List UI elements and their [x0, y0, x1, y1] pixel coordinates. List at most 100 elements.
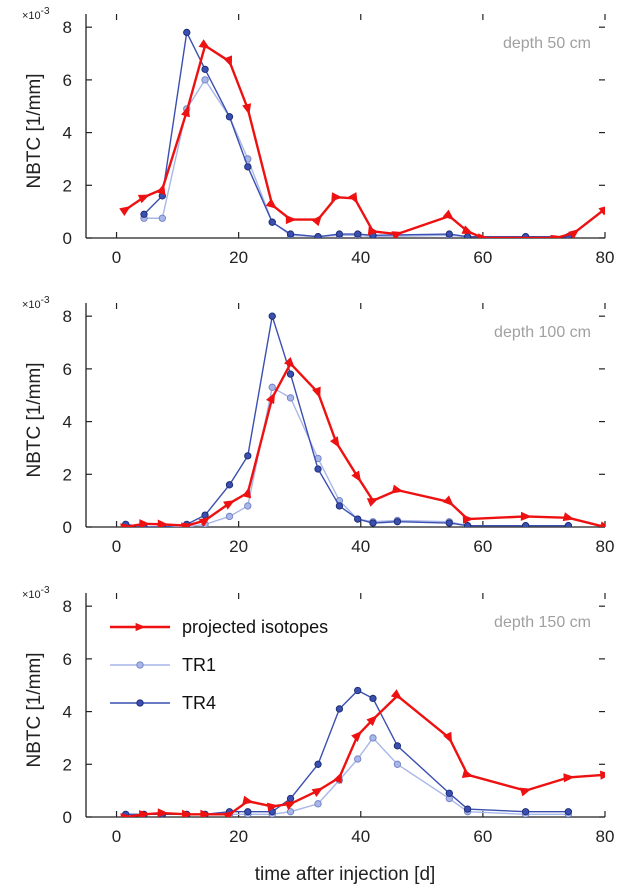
data-point — [157, 519, 169, 527]
data-point — [461, 769, 474, 779]
data-point — [242, 103, 252, 115]
x-tick-label: 60 — [473, 827, 492, 846]
data-point — [391, 231, 404, 238]
series-line — [125, 362, 605, 527]
x-tick-label: 80 — [596, 537, 615, 556]
x-tick-label: 80 — [596, 248, 615, 267]
legend-label: TR4 — [182, 693, 216, 713]
series-tr4 — [140, 28, 573, 238]
series-tr4 — [122, 312, 573, 527]
depth-annotation: depth 50 cm — [503, 35, 591, 52]
data-point — [329, 436, 340, 449]
x-tick-label: 20 — [229, 537, 248, 556]
data-point — [354, 230, 362, 238]
data-point — [182, 809, 194, 817]
data-point — [567, 228, 580, 238]
data-point — [181, 105, 190, 118]
data-point — [369, 734, 377, 742]
y-tick-label: 2 — [63, 465, 72, 484]
legend-marker — [136, 661, 144, 669]
y-axis-label: NBTC [1/mm] — [24, 652, 45, 767]
data-point — [225, 512, 234, 521]
y-scale-factor: ×10-3 — [22, 585, 50, 601]
y-tick-label: 4 — [63, 703, 72, 722]
data-point — [139, 519, 151, 527]
data-point — [268, 383, 276, 391]
y-scale-factor: ×10-3 — [22, 6, 50, 22]
depth-annotation: depth 150 cm — [494, 614, 591, 631]
data-point — [198, 516, 211, 527]
x-tick-label: 0 — [112, 537, 121, 556]
data-point — [223, 55, 233, 68]
data-point — [445, 230, 453, 238]
data-point — [223, 500, 235, 510]
data-point — [283, 357, 295, 369]
depth-annotation: depth 100 cm — [494, 324, 591, 341]
data-point — [390, 689, 403, 700]
data-point — [369, 519, 377, 527]
y-tick-label: 0 — [63, 808, 72, 827]
data-point — [366, 715, 378, 727]
data-point — [550, 234, 563, 238]
data-point — [286, 230, 295, 238]
series-line — [143, 31, 569, 238]
data-point — [351, 470, 362, 483]
data-point — [242, 486, 252, 499]
series-tr1 — [140, 76, 573, 238]
series-line — [125, 44, 605, 238]
x-tick-label: 80 — [596, 827, 615, 846]
data-point — [311, 787, 324, 798]
data-point — [463, 522, 472, 527]
x-tick-label: 0 — [112, 248, 121, 267]
data-point — [462, 514, 474, 524]
data-point — [266, 802, 279, 812]
x-tick-label: 40 — [351, 827, 370, 846]
data-point — [445, 519, 453, 527]
data-point — [158, 214, 166, 222]
data-point — [242, 795, 254, 805]
data-point — [120, 523, 132, 527]
data-point — [366, 498, 379, 507]
data-point — [244, 502, 252, 510]
data-point — [442, 495, 454, 507]
y-tick-label: 8 — [63, 307, 72, 326]
data-point — [201, 76, 209, 84]
x-tick-label: 40 — [351, 537, 370, 556]
y-tick-label: 8 — [63, 597, 72, 616]
series-line — [125, 386, 569, 527]
series-line — [125, 694, 605, 817]
data-point — [521, 522, 530, 527]
data-point — [393, 760, 402, 768]
data-point — [445, 789, 453, 797]
data-point — [562, 512, 575, 522]
data-point — [391, 484, 404, 494]
data-point — [180, 522, 193, 527]
data-point — [225, 481, 234, 489]
data-point — [201, 65, 209, 73]
chart-panel-2: 0 20 40 60 80 0 2 4 6 8 ×10-3 NBTC [1/mm] depth 100 … — [22, 295, 614, 556]
data-point — [351, 730, 363, 742]
data-point — [314, 465, 322, 473]
y-tick-label: 0 — [63, 518, 72, 537]
data-point — [198, 39, 211, 50]
data-point — [244, 163, 252, 171]
data-point — [461, 225, 474, 234]
data-point — [265, 392, 276, 405]
data-point — [333, 771, 342, 784]
data-point — [312, 386, 321, 399]
y-tick-label: 0 — [63, 229, 72, 248]
x-tick-label: 20 — [229, 827, 248, 846]
data-point — [140, 210, 148, 218]
data-point — [311, 214, 323, 227]
data-point — [244, 452, 252, 460]
data-point — [314, 800, 322, 808]
y-tick-label: 6 — [63, 360, 72, 379]
data-point — [268, 218, 276, 226]
data-point — [314, 233, 322, 238]
legend-label: TR1 — [182, 655, 216, 675]
data-point — [157, 808, 169, 817]
y-axis-label: NBTC [1/mm] — [24, 73, 45, 188]
series-projected-isotopes — [119, 39, 605, 238]
